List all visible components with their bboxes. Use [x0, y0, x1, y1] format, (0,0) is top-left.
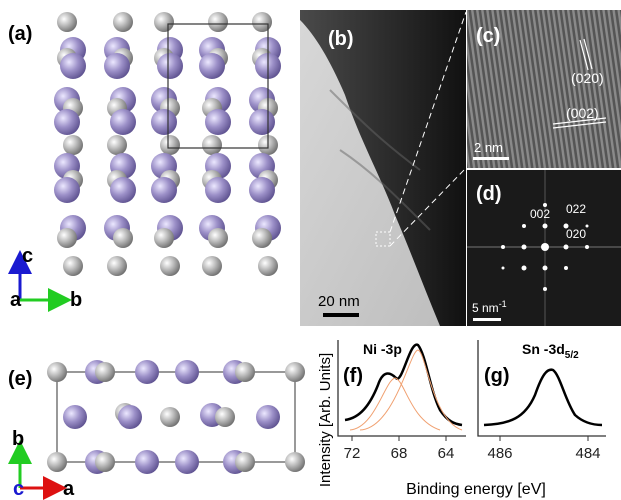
fft-spot	[502, 267, 505, 270]
sn-atom	[199, 53, 225, 79]
panel-e	[47, 360, 305, 474]
tick-label: 486	[487, 445, 512, 462]
ni-atom	[63, 256, 83, 276]
tick-label: 72	[344, 445, 361, 462]
ni-atom	[252, 12, 272, 32]
panel-label: (b)	[328, 28, 354, 50]
ni-atom	[47, 362, 67, 382]
sn-atom	[249, 109, 275, 135]
spot-label: 002	[530, 207, 550, 221]
ni-atom	[285, 452, 305, 472]
sn-atom	[135, 360, 159, 384]
axis-label: a	[63, 478, 75, 500]
ni-atom	[285, 362, 305, 382]
spot-label: 020	[566, 227, 586, 241]
sn-atom	[54, 109, 80, 135]
fft-spot	[501, 245, 505, 249]
fft-spot	[522, 224, 526, 228]
sn-atom	[151, 177, 177, 203]
scale-bar	[473, 157, 509, 160]
tick-label: 64	[438, 445, 455, 462]
fft-spot	[522, 245, 527, 250]
sn-atom	[110, 109, 136, 135]
ni-atom	[107, 256, 127, 276]
sn-atom	[104, 53, 130, 79]
tick-group: 72 68 64 486 484	[344, 436, 601, 462]
panel-label: (g)	[484, 365, 510, 387]
axis-label: b	[70, 289, 82, 311]
scale-bar-label: 20 nm	[318, 293, 360, 310]
fft-spot	[543, 287, 547, 291]
sn-atom	[135, 450, 159, 474]
ni-atom	[154, 12, 174, 32]
plot-title: Ni -3p	[363, 341, 402, 357]
ni-atom	[107, 135, 127, 155]
sn-atom	[256, 405, 280, 429]
scale-bar	[473, 318, 501, 321]
ni-atom	[235, 362, 255, 382]
fft-spot	[564, 266, 568, 270]
sn-atom	[205, 177, 231, 203]
panel-label: (a)	[8, 23, 32, 45]
sn-atom	[60, 53, 86, 79]
ni-atom	[57, 228, 77, 248]
tick-label: 484	[575, 445, 600, 462]
sn-atom	[175, 360, 199, 384]
ni-atom	[113, 12, 133, 32]
plot-title: Sn -3d5/2	[522, 341, 579, 361]
ni-atom	[252, 228, 272, 248]
sn-atom	[151, 109, 177, 135]
figure: (a) c a b (b) 20 nm (c) (020) (002) 2 nm…	[0, 0, 621, 500]
panel-label: (c)	[476, 25, 500, 47]
plane-label: (020)	[571, 70, 604, 86]
ni-atom	[113, 228, 133, 248]
sn-atom	[157, 53, 183, 79]
ni-atom	[202, 256, 222, 276]
axis-label: c	[13, 478, 24, 500]
axis-label: a	[10, 289, 22, 311]
sn-atom	[118, 405, 142, 429]
sn-atom	[205, 109, 231, 135]
plot-frame	[338, 340, 466, 436]
ni-atom	[208, 228, 228, 248]
ni-atom	[47, 452, 67, 472]
scale-bar-label: 2 nm	[474, 140, 503, 155]
scale-bar	[323, 313, 359, 317]
ni-atom	[95, 362, 115, 382]
panel-label: (e)	[8, 368, 32, 390]
ni-atom	[95, 452, 115, 472]
plane-label: (002)	[566, 105, 599, 121]
fft-spot	[585, 245, 589, 249]
fft-spot	[543, 224, 548, 229]
y-axis-label: Intensity [Arb. Units]	[317, 353, 334, 487]
fit-component	[350, 378, 440, 430]
sn-atom	[175, 450, 199, 474]
fft-spot	[543, 266, 548, 271]
fft-spot	[564, 245, 569, 250]
sn-atom	[54, 177, 80, 203]
ni-atom	[208, 12, 228, 32]
ni-atom	[215, 407, 235, 427]
sn-atom	[249, 177, 275, 203]
panel-label: (f)	[343, 365, 363, 387]
ni-atom	[160, 407, 180, 427]
ni-atom	[258, 256, 278, 276]
tick-label: 68	[391, 445, 408, 462]
axis-label: c	[22, 245, 33, 267]
ni-atom	[202, 135, 222, 155]
sn-atom	[110, 177, 136, 203]
ni-atom	[63, 135, 83, 155]
sn-atom	[63, 405, 87, 429]
ni-atom	[235, 452, 255, 472]
ni-atom	[154, 228, 174, 248]
ni-atom	[160, 135, 180, 155]
spot-label: 022	[566, 202, 586, 216]
axis-label: b	[12, 428, 24, 450]
panel-label: (d)	[476, 183, 502, 205]
ni-atom	[160, 256, 180, 276]
ni-atom	[57, 12, 77, 32]
fft-spot	[541, 243, 549, 251]
fft-spot	[522, 266, 527, 271]
x-axis-label: Binding energy [eV]	[406, 481, 546, 498]
